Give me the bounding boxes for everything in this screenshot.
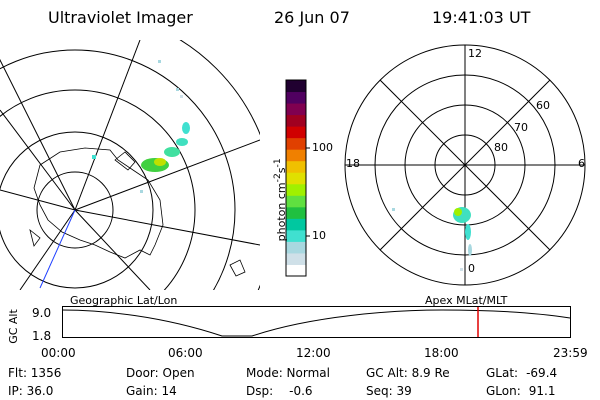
status-gain: Gain: 14 (126, 384, 177, 398)
status-glon: GLon: 91.1 (486, 384, 556, 398)
time-tick-0600: 06:00 (168, 346, 203, 360)
time-tick-2359: 23:59 (553, 346, 588, 360)
colorbar-tick-100: 100 (312, 141, 333, 154)
colorbar-stripe (286, 195, 306, 208)
colorbar-stripe (286, 91, 306, 104)
status-seq: Seq: 39 (366, 384, 412, 398)
polar-label-80: 80 (494, 141, 508, 154)
colorbar-stripe (286, 241, 306, 254)
timeline-left-title: Geographic Lat/Lon (70, 294, 178, 307)
status-mode: Mode: Normal (246, 366, 330, 380)
time-tick-0000: 00:00 (41, 346, 76, 360)
imager-title: Ultraviolet Imager (48, 8, 193, 27)
colorbar-stripe (286, 149, 306, 162)
status-door: Door: Open (126, 366, 195, 380)
color-scale-bar (285, 79, 310, 277)
colorbar-stripe (286, 229, 306, 242)
altitude-curve (62, 309, 571, 337)
colorbar-stripe (286, 218, 306, 231)
status-dsp: Dsp: -0.6 (246, 384, 313, 398)
timeline-frame (62, 306, 571, 338)
colorbar-stripe (286, 103, 306, 116)
timeline-axis-label: GC Alt (6, 309, 20, 344)
header-time: 19:41:03 UT (432, 8, 531, 27)
status-ip: IP: 36.0 (8, 384, 54, 398)
polar-label-12: 12 (468, 47, 482, 60)
status-gc-alt: GC Alt: 8.9 Re (366, 366, 450, 380)
timeline-y-bottom: 1.8 (32, 329, 52, 343)
colorbar-stripe (286, 114, 306, 127)
status-flt: Flt: 1356 (8, 366, 62, 380)
time-tick-1200: 12:00 (296, 346, 331, 360)
header-date: 26 Jun 07 (274, 8, 350, 27)
colorbar-stripe (286, 206, 306, 219)
colorbar-tick-10: 10 (312, 229, 326, 242)
colorbar-stripe (286, 264, 306, 277)
colorbar-stripe (286, 183, 306, 196)
colorbar-stripe (286, 252, 306, 265)
polar-label-18: 18 (346, 157, 360, 170)
time-tick-1800: 18:00 (424, 346, 459, 360)
colorbar-stripe (286, 80, 306, 93)
timeline-y-top: 9.0 (32, 306, 52, 320)
polar-plot (344, 44, 586, 286)
geographic-map (0, 40, 260, 290)
colorbar-stripe (286, 137, 306, 150)
polar-label-6: 6 (578, 157, 585, 170)
polar-label-60: 60 (536, 99, 550, 112)
colorbar-stripe (286, 172, 306, 185)
timeline-plot (62, 306, 571, 338)
colorbar-stripe (286, 126, 306, 139)
timeline-right-title: Apex MLat/MLT (425, 294, 508, 307)
polar-label-70: 70 (514, 121, 528, 134)
polar-label-0: 0 (468, 262, 475, 275)
colorbar-unit-label: photon cm-2s-1 (272, 158, 288, 242)
colorbar-stripe (286, 160, 306, 173)
status-glat: GLat: -69.4 (486, 366, 558, 380)
